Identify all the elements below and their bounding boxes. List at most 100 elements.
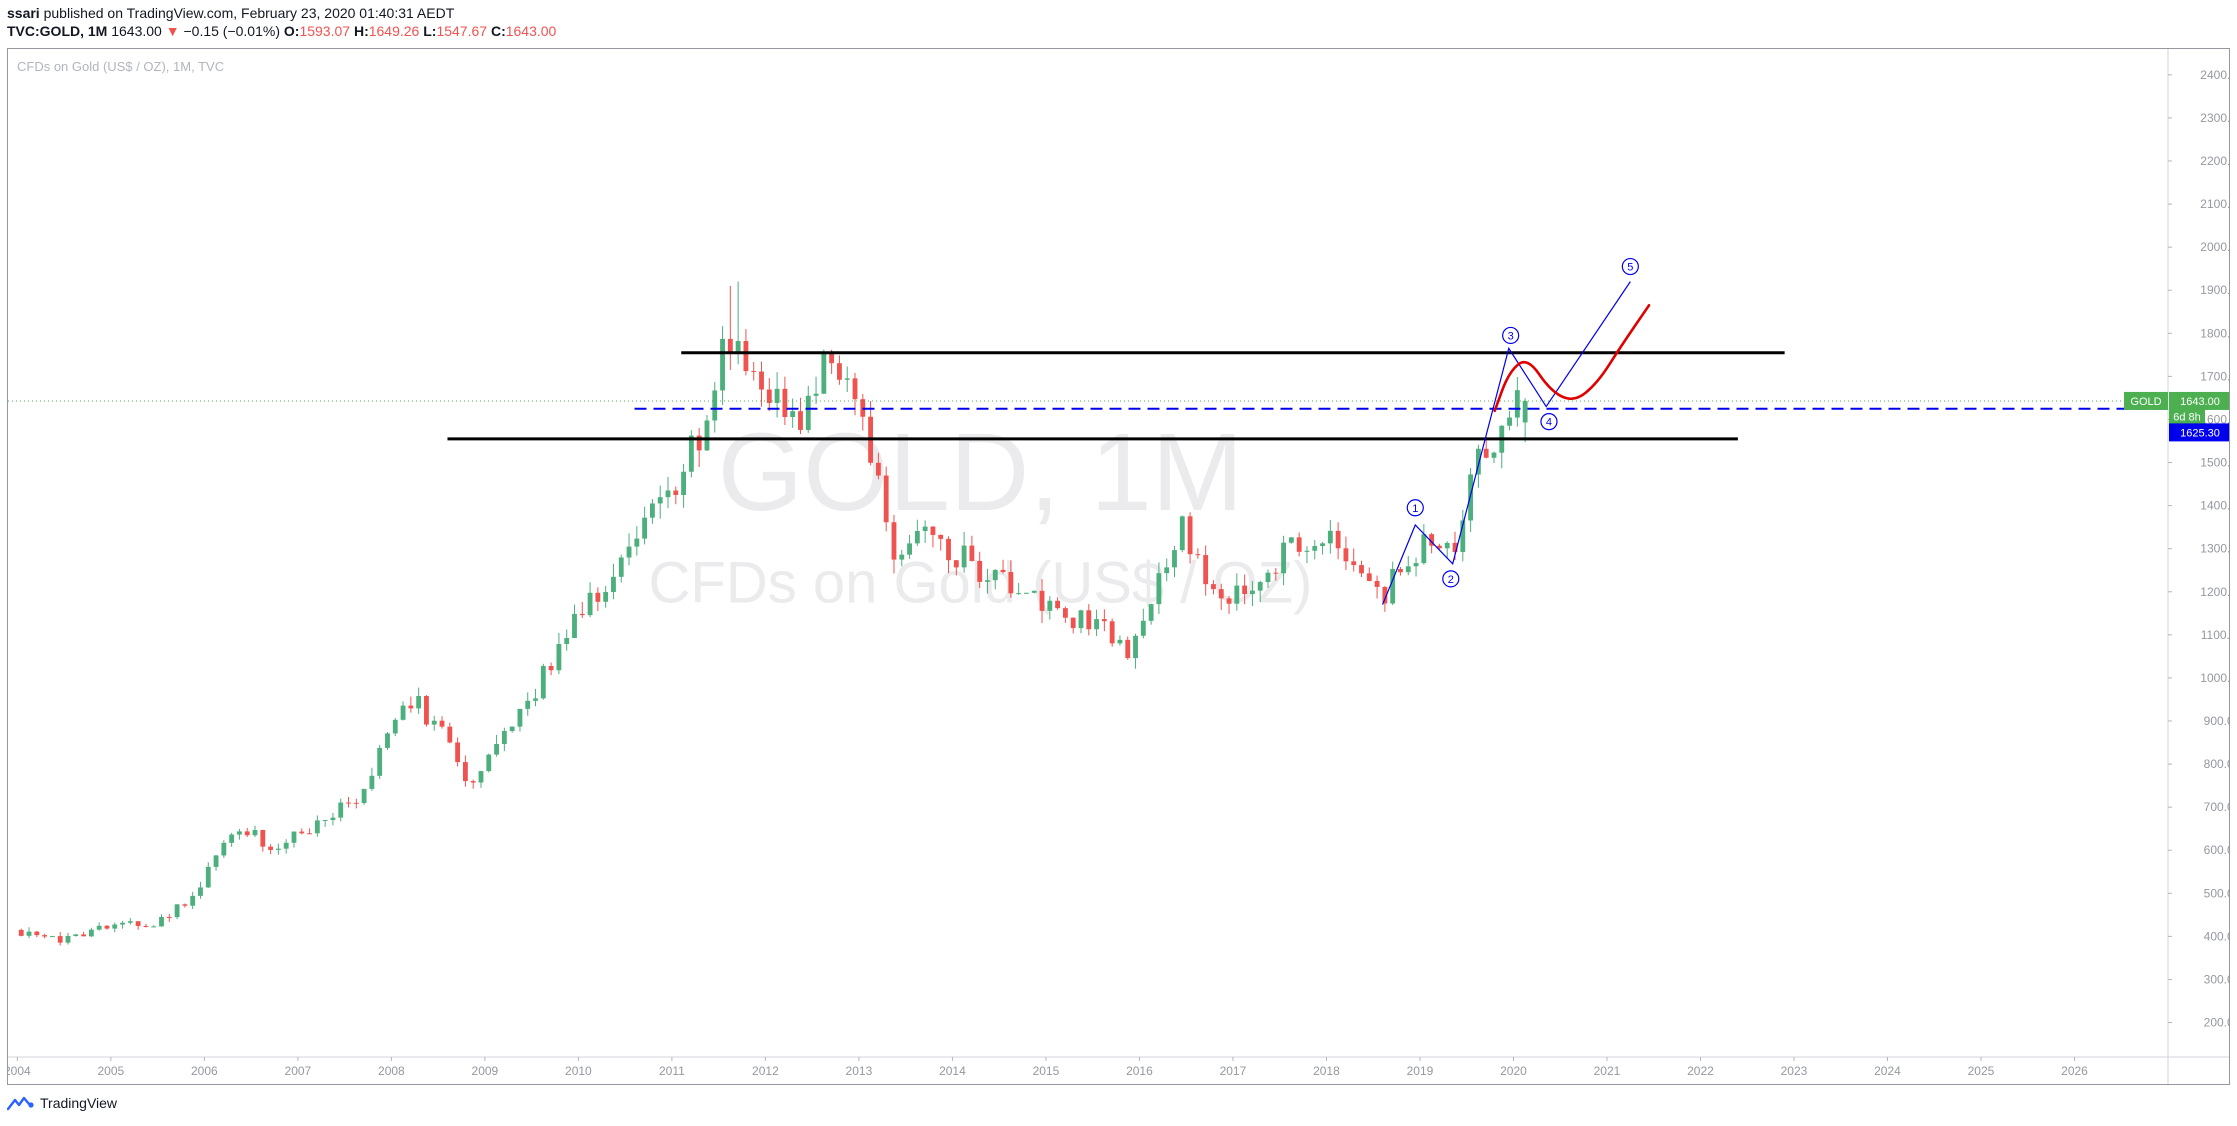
time-tick-label: 2011 bbox=[659, 1064, 685, 1078]
price-tag-value: 1625.30 bbox=[2180, 427, 2220, 439]
symbol-label[interactable]: TVC:GOLD, 1M bbox=[7, 23, 108, 39]
candle-body bbox=[1405, 566, 1411, 573]
time-tick-label: 2014 bbox=[939, 1064, 966, 1078]
candle-body bbox=[392, 719, 398, 734]
candle-body bbox=[665, 490, 671, 498]
chart-frame[interactable]: GOLD, 1M CFDs on Gold (US$ / OZ) 200.00 300… bbox=[7, 48, 2230, 1085]
candle-body bbox=[1288, 537, 1294, 543]
candle-body bbox=[1242, 585, 1248, 595]
time-tick-label: 2024 bbox=[1874, 1064, 1901, 1078]
candle-body bbox=[237, 831, 242, 835]
candle-body bbox=[1125, 639, 1131, 659]
wave-label[interactable]: 5 bbox=[1627, 262, 1633, 274]
candle-body bbox=[112, 924, 118, 929]
price-tag-value: 1643.00 bbox=[2180, 396, 2220, 408]
candle-body bbox=[688, 435, 694, 472]
price-chart[interactable]: GOLD, 1M CFDs on Gold (US$ / OZ) 200.00 300… bbox=[8, 49, 2230, 1085]
candle-body bbox=[1265, 572, 1271, 583]
candle-body bbox=[1078, 610, 1084, 629]
price-tick-label: 1400.00 bbox=[2200, 499, 2230, 513]
time-tick-label: 2026 bbox=[2061, 1064, 2088, 1078]
candle-body bbox=[829, 353, 835, 364]
candle-body bbox=[1047, 600, 1053, 611]
candle-body bbox=[564, 638, 570, 644]
candle-body bbox=[385, 733, 390, 748]
tradingview-logo-icon[interactable] bbox=[7, 1095, 35, 1111]
candle-body bbox=[1374, 580, 1380, 587]
wave-label-circle[interactable] bbox=[1406, 499, 1424, 517]
candle-body bbox=[447, 726, 453, 743]
wave-label-circle[interactable] bbox=[1540, 413, 1558, 431]
author-name[interactable]: ssari bbox=[7, 5, 40, 21]
candle-body bbox=[525, 700, 531, 709]
candle-body bbox=[891, 522, 897, 560]
candle-body bbox=[1156, 573, 1162, 605]
time-tick-label: 2012 bbox=[752, 1064, 779, 1078]
candle-body bbox=[930, 526, 936, 535]
last-price: 1643.00 bbox=[111, 23, 162, 39]
close-value: 1643.00 bbox=[505, 23, 557, 39]
candle-body bbox=[494, 744, 499, 755]
candle-body bbox=[673, 490, 679, 495]
candle-body bbox=[759, 371, 764, 390]
candle-body bbox=[42, 935, 48, 937]
candle-body bbox=[837, 363, 842, 380]
candle-body bbox=[1000, 569, 1006, 573]
candle-body bbox=[501, 731, 507, 745]
candle-body bbox=[416, 695, 422, 709]
candle-body bbox=[221, 842, 227, 856]
candle-body bbox=[946, 538, 951, 561]
time-tick-label: 2010 bbox=[565, 1064, 592, 1078]
candle-body bbox=[1522, 400, 1528, 423]
candle-body bbox=[603, 592, 609, 602]
price-tick-label: 2100.00 bbox=[2200, 197, 2230, 211]
candle-body bbox=[1172, 550, 1177, 568]
price-tick-label: 1300.00 bbox=[2200, 542, 2230, 556]
watermark-description: CFDs on Gold (US$ / OZ) bbox=[649, 551, 1313, 616]
low-label: L: bbox=[423, 23, 437, 39]
elliott-wave-path[interactable] bbox=[1381, 281, 1631, 605]
candle-body bbox=[540, 665, 546, 699]
down-arrow-icon: ▼ bbox=[165, 23, 180, 39]
candle-body bbox=[1164, 567, 1170, 574]
candle-body bbox=[1211, 584, 1216, 590]
candle-body bbox=[953, 560, 959, 568]
candle-body bbox=[1024, 592, 1029, 594]
wave-label[interactable]: 4 bbox=[1546, 417, 1552, 429]
candle-body bbox=[883, 475, 889, 523]
time-tick-label: 2023 bbox=[1781, 1064, 1808, 1078]
wave-label-circle[interactable] bbox=[1502, 326, 1520, 345]
wave-label[interactable]: 1 bbox=[1412, 503, 1418, 515]
price-tick-label: 800.00 bbox=[2204, 757, 2230, 771]
chart-header: ssari published on TradingView.com, Febr… bbox=[7, 4, 556, 40]
time-tick-label: 2015 bbox=[1033, 1064, 1060, 1078]
candle-body bbox=[1514, 390, 1520, 418]
ohlc-line: TVC:GOLD, 1M 1643.00 ▼ −0.15 (−0.01%) O:… bbox=[7, 22, 556, 40]
projection-path[interactable] bbox=[1493, 304, 1651, 413]
low-value: 1547.67 bbox=[436, 23, 488, 39]
price-tag-symbol-box bbox=[2124, 391, 2168, 410]
open-value: 1593.07 bbox=[299, 23, 351, 39]
candle-body bbox=[626, 546, 632, 558]
wave-label[interactable]: 2 bbox=[1448, 574, 1454, 586]
candle-body bbox=[353, 802, 359, 804]
candle-body bbox=[681, 471, 686, 495]
candle-body bbox=[634, 538, 640, 547]
wave-label-circle[interactable] bbox=[1442, 570, 1460, 588]
time-tick-label: 2016 bbox=[1126, 1064, 1153, 1078]
time-tick-label: 2021 bbox=[1594, 1064, 1621, 1078]
candle-body bbox=[813, 393, 819, 396]
footer-brand[interactable]: TradingView bbox=[40, 1095, 118, 1111]
wave-label-circle[interactable] bbox=[1621, 257, 1639, 276]
wave-label[interactable]: 3 bbox=[1508, 330, 1514, 342]
candle-body bbox=[533, 698, 538, 701]
candle-body bbox=[1452, 542, 1458, 553]
candle-body bbox=[587, 592, 593, 616]
time-tick-label: 2008 bbox=[378, 1064, 405, 1078]
candle-body bbox=[431, 720, 437, 725]
price-tag-box bbox=[2169, 407, 2205, 426]
candle-body bbox=[166, 916, 172, 918]
price-tag-symbol: GOLD bbox=[2130, 396, 2161, 408]
candle-body bbox=[611, 576, 616, 593]
candle-body bbox=[1421, 534, 1427, 564]
